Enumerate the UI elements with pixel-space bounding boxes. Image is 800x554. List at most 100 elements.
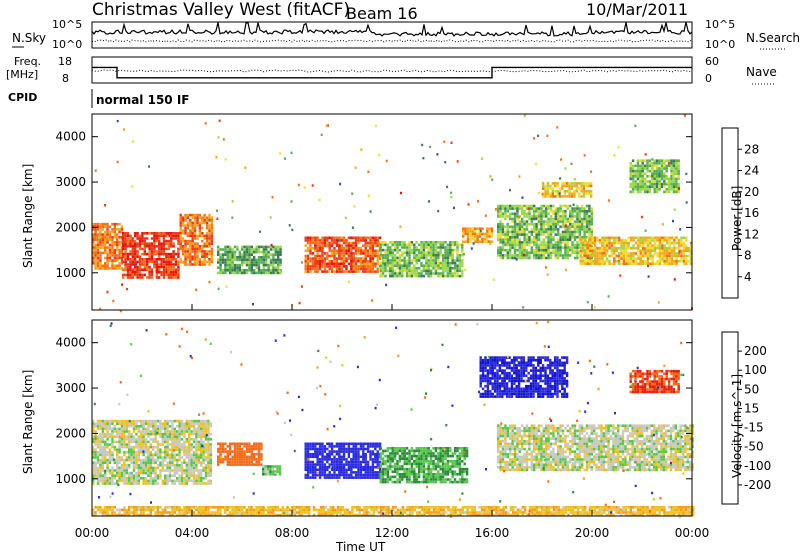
range-cell: [111, 228, 114, 231]
range-cell: [99, 238, 102, 242]
range-cell: [141, 247, 144, 251]
range-cell: [340, 458, 343, 461]
range-cell: [106, 222, 109, 226]
range-cell: [159, 435, 162, 438]
range-cell: [266, 467, 270, 471]
range-cell: [185, 474, 188, 477]
range-cell: [132, 448, 136, 451]
range-cell: [116, 243, 119, 247]
range-cell: [561, 187, 564, 190]
range-cell: [154, 477, 157, 480]
range-cell: [272, 253, 275, 256]
range-cell: [582, 189, 586, 193]
range-cell: [557, 243, 560, 247]
range-cell: [231, 200, 234, 203]
range-cell: [92, 425, 95, 428]
range-cell: [461, 243, 464, 247]
range-cell: [439, 251, 442, 254]
range-cell: [476, 240, 479, 243]
range-cell: [184, 239, 187, 243]
range-cell: [101, 246, 104, 249]
range-cell: [535, 251, 538, 255]
range-cell: [546, 189, 550, 193]
range-cell: [523, 114, 526, 117]
range-cell: [321, 458, 324, 461]
range-cell: [274, 269, 277, 272]
range-cell: [551, 195, 554, 198]
range-cell: [203, 250, 206, 253]
range-cell: [590, 207, 593, 210]
range-cell: [333, 270, 336, 273]
range-cell: [99, 222, 102, 226]
range-cell: [106, 267, 109, 270]
range-cell: [620, 252, 623, 255]
range-cell: [658, 241, 662, 245]
range-cell: [224, 245, 227, 249]
range-cell: [557, 222, 560, 226]
range-cell: [161, 432, 164, 436]
range-cell: [451, 267, 454, 270]
range-cell: [111, 453, 114, 457]
range-cell: [190, 419, 193, 423]
range-cell: [162, 242, 166, 245]
range-cell: [328, 262, 331, 266]
range-cell: [591, 239, 594, 242]
range-cell: [384, 261, 387, 265]
range-cell: [269, 253, 273, 256]
range-cell: [155, 232, 158, 235]
range-cell: [677, 190, 680, 194]
range-cell: [652, 253, 655, 257]
range-cell: [236, 266, 239, 269]
range-cell: [488, 230, 491, 233]
range-cell: [670, 241, 674, 245]
range-cell: [170, 239, 173, 243]
range-cell: [558, 189, 562, 193]
range-cell: [601, 241, 604, 245]
range-cell: [544, 189, 547, 193]
range-cell: [144, 451, 148, 454]
range-cell: [192, 469, 196, 472]
range-cell: [569, 217, 572, 221]
range-cell: [449, 267, 452, 270]
range-cell: [188, 445, 191, 449]
range-cell: [408, 264, 411, 267]
range-cell: [576, 204, 579, 208]
range-cell: [639, 172, 642, 175]
range-cell: [205, 250, 209, 253]
range-cell: [255, 445, 258, 448]
range-cell: [190, 443, 193, 446]
range-cell: [636, 169, 640, 173]
range-cell: [132, 419, 136, 423]
range-cell: [146, 268, 149, 271]
range-cell: [509, 238, 512, 242]
range-cell: [675, 162, 678, 165]
range-cell: [208, 260, 211, 264]
range-cell: [229, 269, 232, 272]
range-cell: [563, 195, 566, 198]
range-cell: [155, 252, 158, 256]
range-cell: [99, 251, 102, 255]
range-cell: [410, 261, 414, 265]
range-cell: [255, 266, 258, 269]
range-cell: [646, 190, 649, 194]
range-cell: [161, 466, 164, 470]
range-cell: [106, 290, 109, 294]
range-cell: [217, 271, 220, 275]
range-cell: [444, 248, 447, 252]
range-cell: [108, 233, 112, 236]
range-cell: [144, 430, 148, 433]
range-cell: [135, 438, 138, 441]
range-cell: [518, 243, 521, 247]
range-cell: [255, 245, 258, 249]
range-cell: [136, 265, 139, 269]
range-cell: [581, 225, 584, 229]
range-cell: [108, 230, 112, 234]
range-cell: [96, 222, 100, 226]
range-cell: [318, 246, 322, 250]
range-cell: [141, 232, 144, 235]
range-cell: [270, 243, 273, 247]
range-cell: [434, 248, 438, 252]
range-cell: [161, 438, 164, 441]
range-cell: [94, 474, 97, 477]
range-cell: [552, 225, 555, 229]
